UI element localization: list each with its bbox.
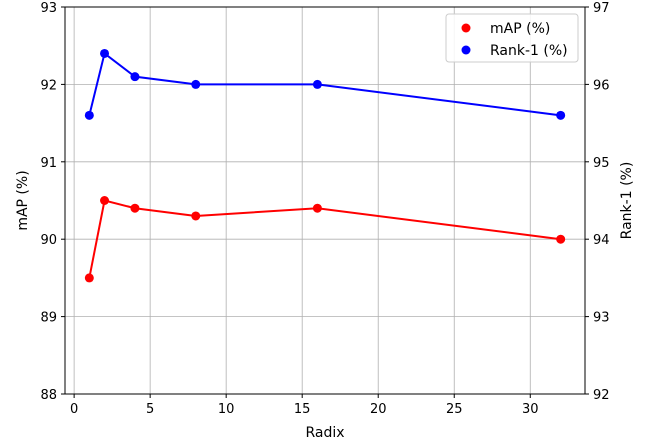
series-line — [88, 51, 561, 117]
data-point — [556, 110, 566, 120]
series-map — [84, 196, 566, 283]
legend-entry-label: Rank-1 (%) — [490, 43, 568, 59]
right-y-tick-label: 94 — [593, 233, 610, 248]
grid-lines — [65, 6, 585, 395]
left-y-tick-label: 93 — [40, 1, 57, 16]
series-layer — [84, 48, 566, 283]
data-point — [130, 203, 140, 213]
right-y-tick-label: 95 — [593, 156, 610, 171]
x-tick-label: 30 — [522, 402, 539, 417]
left-y-axis-ticks: 88 89 90 91 92 93 — [40, 1, 65, 403]
data-point — [312, 203, 322, 213]
left-y-tick-label: 90 — [40, 233, 57, 248]
data-point — [312, 79, 322, 89]
right-y-axis-label: Rank-1 (%) — [619, 162, 635, 240]
legend-box — [445, 13, 579, 63]
right-y-tick-label: 92 — [593, 388, 610, 403]
data-point — [191, 79, 201, 89]
left-y-tick-label: 92 — [40, 78, 57, 93]
legend-marker — [461, 23, 471, 33]
left-y-tick-label: 91 — [40, 156, 57, 171]
x-tick-label: 0 — [70, 402, 78, 417]
series-rank1 — [84, 48, 566, 120]
x-tick-label: 5 — [146, 402, 154, 417]
legend: mAP (%) Rank-1 (%) — [445, 13, 579, 63]
plot-frame — [64, 6, 586, 395]
left-y-axis-label: mAP (%) — [15, 170, 31, 230]
right-y-tick-label: 97 — [593, 1, 610, 16]
left-y-tick-label: 89 — [40, 311, 57, 326]
data-point — [191, 211, 201, 221]
data-point — [556, 234, 566, 244]
data-point — [100, 48, 110, 58]
x-tick-label: 20 — [370, 402, 387, 417]
right-y-tick-label: 96 — [593, 78, 610, 93]
x-axis-ticks: 0 5 10 15 20 25 30 — [70, 394, 539, 417]
data-point — [100, 196, 110, 205]
x-tick-label: 25 — [446, 402, 463, 417]
legend-entry-label: mAP (%) — [490, 21, 550, 37]
legend-marker — [461, 45, 471, 55]
data-point — [84, 110, 94, 120]
series-line — [88, 199, 561, 279]
data-point — [84, 273, 94, 283]
right-y-axis-ticks: 92 93 94 95 96 97 — [585, 1, 610, 403]
x-axis-label: Radix — [305, 425, 344, 441]
right-y-tick-label: 93 — [593, 311, 610, 326]
left-y-tick-label: 88 — [40, 388, 57, 403]
data-point — [130, 72, 140, 82]
x-tick-label: 10 — [218, 402, 235, 417]
x-tick-label: 15 — [294, 402, 311, 417]
